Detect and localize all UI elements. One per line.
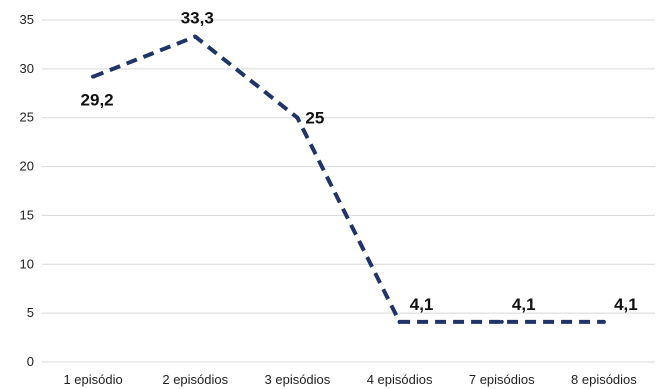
x-tick-label: 8 episódios [571,372,637,387]
x-tick-label: 4 episódios [367,372,433,387]
x-tick-label: 3 episódios [265,372,331,387]
y-tick-label: 10 [20,256,34,271]
series-line [92,34,604,324]
y-tick-label: 0 [27,354,34,369]
data-point [601,319,606,324]
data-label: 4,1 [512,295,536,314]
data-label: 33,3 [181,9,214,28]
y-tick-label: 20 [20,159,34,174]
x-tick-label: 2 episódios [162,372,228,387]
data-point [499,319,504,324]
data-label: 4,1 [614,295,638,314]
y-tick-label: 30 [20,61,34,76]
y-tick-label: 5 [27,305,34,320]
data-point [91,74,96,79]
data-point [397,319,402,324]
x-tick-label: 7 episódios [469,372,535,387]
y-tick-label: 25 [20,110,34,125]
data-point [193,34,198,39]
y-tick-label: 15 [20,207,34,222]
data-point [295,115,300,120]
data-label: 29,2 [81,91,114,110]
y-tick-label: 35 [20,12,34,27]
data-label: 25 [305,109,324,128]
x-tick-label: 1 episódio [63,372,122,387]
data-label: 4,1 [410,295,434,314]
